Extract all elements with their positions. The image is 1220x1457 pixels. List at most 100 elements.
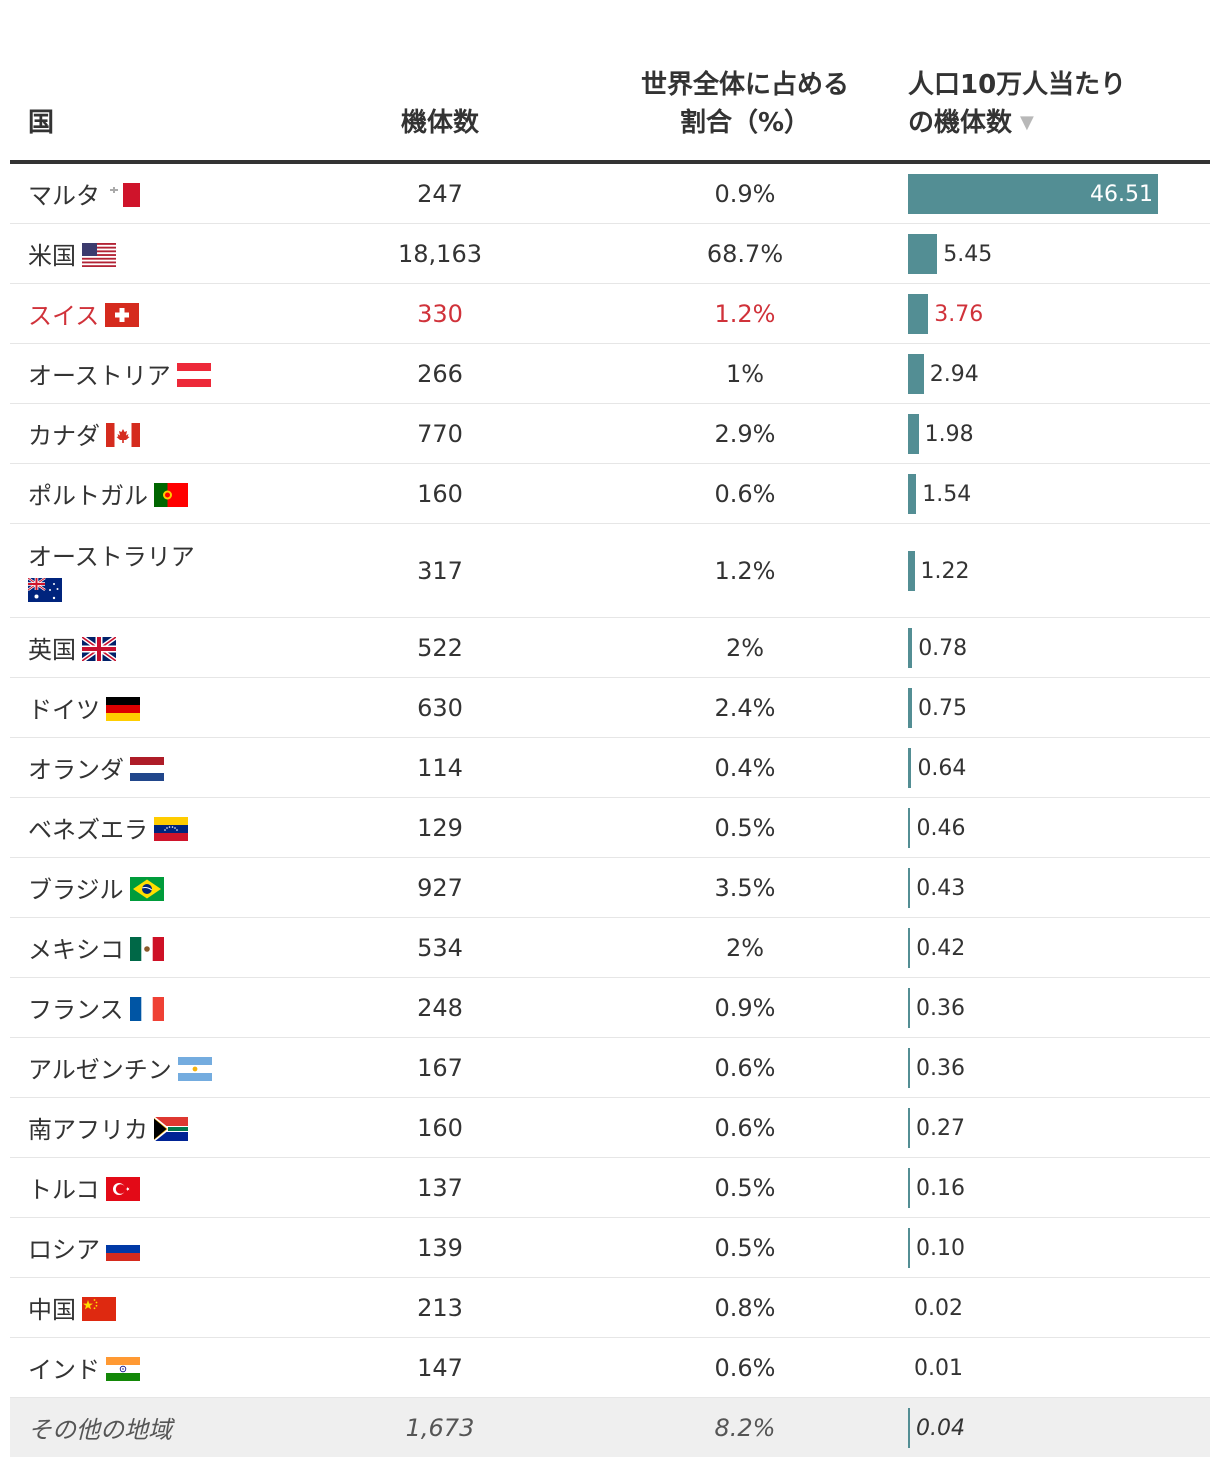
cell-share: 0.8% — [590, 1278, 900, 1338]
cell-rate: 1.98 — [900, 404, 1210, 464]
rate-bar — [908, 988, 910, 1028]
cell-rate: 0.42 — [900, 918, 1210, 978]
cell-rate: 0.75 — [900, 678, 1210, 738]
cell-rate: 0.78 — [900, 618, 1210, 678]
rate-value-label: 0.36 — [916, 996, 965, 1022]
header-rate-line2: の機体数 — [908, 108, 1012, 138]
cell-share: 0.5% — [590, 798, 900, 858]
cell-count: 167 — [290, 1038, 590, 1098]
cell-country: ドイツ — [10, 678, 290, 738]
country-name: マルタ — [28, 182, 100, 210]
rate-value-label: 0.04 — [916, 1416, 965, 1442]
header-share[interactable]: 世界全体に占める 割合（%） — [590, 0, 900, 162]
header-row: 国 機体数 世界全体に占める 割合（%） 人口10万人当たり の機体数 ▼ — [10, 0, 1210, 162]
table-header: 国 機体数 世界全体に占める 割合（%） 人口10万人当たり の機体数 ▼ — [10, 0, 1210, 162]
cell-count: 160 — [290, 464, 590, 524]
china-flag-icon — [82, 1297, 116, 1321]
sort-descending-icon[interactable]: ▼ — [1020, 112, 1034, 133]
switzerland-flag-icon — [105, 303, 139, 327]
south-africa-flag-icon — [154, 1117, 188, 1141]
rate-bar — [908, 928, 910, 968]
cell-count: 137 — [290, 1158, 590, 1218]
cell-share: 0.9% — [590, 162, 900, 224]
header-rate-line1: 人口10万人当たり — [908, 70, 1126, 100]
rate-value-label: 1.54 — [922, 482, 971, 508]
rate-value-label: 0.16 — [916, 1176, 965, 1202]
cell-count: 18,163 — [290, 224, 590, 284]
cell-country: 英国 — [10, 618, 290, 678]
cell-count: 330 — [290, 284, 590, 344]
cell-country: ロシア — [10, 1218, 290, 1278]
header-rate[interactable]: 人口10万人当たり の機体数 ▼ — [900, 0, 1210, 162]
cell-count: 1,673 — [290, 1398, 590, 1457]
country-name: 中国 — [28, 1296, 76, 1324]
cell-count: 534 — [290, 918, 590, 978]
cell-share: 0.5% — [590, 1158, 900, 1218]
russia-flag-icon — [106, 1237, 140, 1261]
bar-container: 1.22 — [908, 551, 1210, 591]
cell-share: 0.5% — [590, 1218, 900, 1278]
venezuela-flag-icon — [154, 817, 188, 841]
header-count[interactable]: 機体数 — [290, 0, 590, 162]
cell-country: スイス — [10, 284, 290, 344]
cell-country: オーストラリア — [10, 524, 290, 618]
rate-value-label: 2.94 — [930, 362, 979, 388]
cell-country: メキシコ — [10, 918, 290, 978]
cell-rate: 5.45 — [900, 224, 1210, 284]
country-name: ブラジル — [28, 876, 124, 904]
cell-rate: 0.01 — [900, 1338, 1210, 1398]
cell-share: 8.2% — [590, 1398, 900, 1457]
usa-flag-icon — [82, 243, 116, 267]
cell-share: 2.9% — [590, 404, 900, 464]
cell-rate: 0.43 — [900, 858, 1210, 918]
france-flag-icon — [130, 997, 164, 1021]
country-name: オーストリア — [28, 362, 171, 390]
cell-country: 中国 — [10, 1278, 290, 1338]
rate-bar — [908, 688, 912, 728]
cell-share: 1.2% — [590, 284, 900, 344]
cell-count: 317 — [290, 524, 590, 618]
cell-country: 南アフリカ — [10, 1098, 290, 1158]
rate-bar — [908, 1108, 910, 1148]
rate-value-label: 1.22 — [921, 559, 970, 585]
rate-bar — [908, 551, 915, 591]
cell-share: 0.6% — [590, 464, 900, 524]
header-country[interactable]: 国 — [10, 0, 290, 162]
rate-value-label: 0.46 — [916, 816, 965, 842]
cell-country: その他の地域 — [10, 1398, 290, 1457]
cell-count: 248 — [290, 978, 590, 1038]
cell-rate: 0.02 — [900, 1278, 1210, 1338]
bar-container: 1.54 — [908, 474, 1210, 514]
country-name: オーストラリア — [28, 537, 290, 572]
bar-container: 0.46 — [908, 808, 1210, 848]
bar-container: 0.27 — [908, 1108, 1210, 1148]
bar-container: 0.16 — [908, 1168, 1210, 1208]
cell-country: フランス — [10, 978, 290, 1038]
cell-count: 927 — [290, 858, 590, 918]
rate-bar — [908, 234, 937, 274]
cell-rate: 0.04 — [900, 1398, 1210, 1457]
rate-value-label: 0.75 — [918, 696, 967, 722]
cell-country: オーストリア — [10, 344, 290, 404]
cell-count: 522 — [290, 618, 590, 678]
country-name: スイス — [28, 302, 99, 330]
cell-share: 0.4% — [590, 738, 900, 798]
rate-bar — [908, 1408, 910, 1448]
country-name: フランス — [28, 996, 124, 1024]
bar-container: 0.10 — [908, 1228, 1210, 1268]
country-name: カナダ — [28, 422, 100, 450]
rate-bar — [908, 868, 910, 908]
cell-country: ベネズエラ — [10, 798, 290, 858]
rate-bar — [908, 1168, 910, 1208]
rate-value-label: 0.01 — [914, 1356, 963, 1382]
